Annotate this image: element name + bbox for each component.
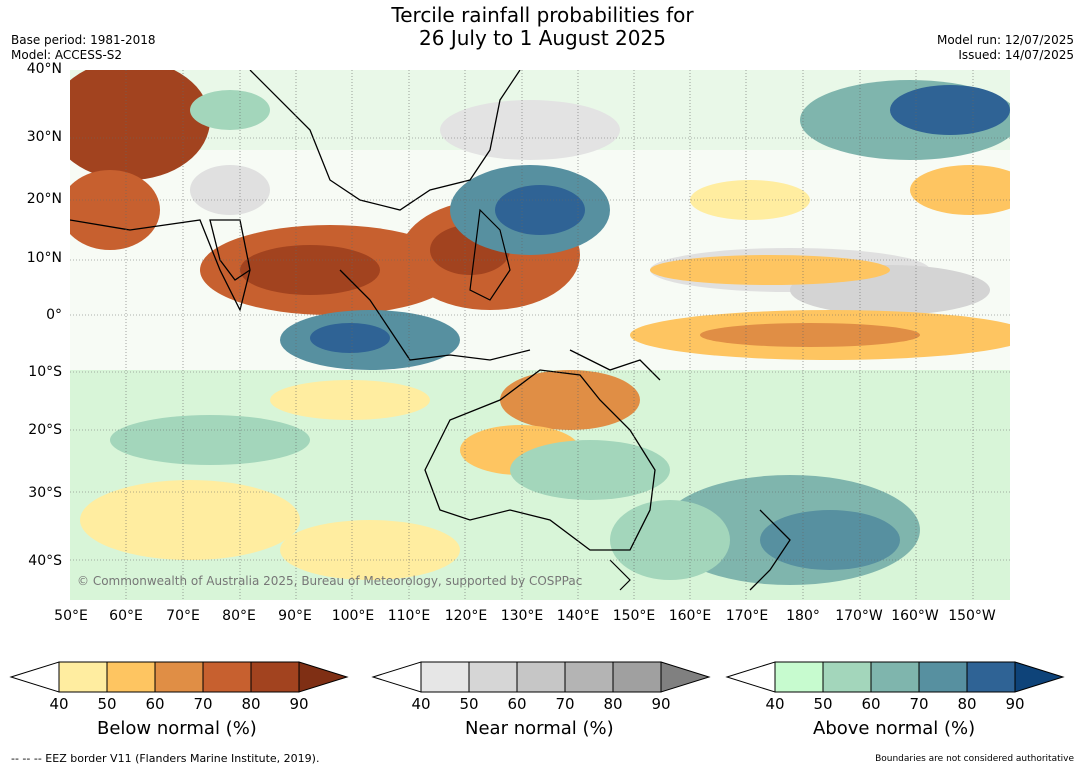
lat-label: 0° — [46, 307, 62, 323]
lon-label: 160°E — [668, 608, 712, 624]
lon-label: 90°E — [278, 608, 312, 624]
above-normal-label: Above normal (%) — [813, 718, 976, 739]
legend-tick: 70 — [193, 695, 213, 713]
legend-tick: 80 — [603, 695, 623, 713]
lon-label: 50°E — [54, 608, 88, 624]
below-normal-colorbar — [9, 661, 349, 693]
lon-label: 70°E — [166, 608, 200, 624]
legend-tick: 60 — [145, 695, 165, 713]
lon-label: 100°E — [331, 608, 375, 624]
base-period: Base period: 1981-2018 — [11, 33, 156, 47]
legend-tick: 50 — [459, 695, 479, 713]
legend-tick: 80 — [957, 695, 977, 713]
meta-left: Base period: 1981-2018 Model: ACCESS-S2 — [11, 33, 156, 63]
lat-label: 10°N — [26, 250, 62, 266]
model-run: Model run: 12/07/2025 — [936, 33, 1074, 47]
legend-tick: 60 — [861, 695, 881, 713]
boundary-disclaimer: Boundaries are not considered authoritat… — [875, 754, 1074, 764]
legend-tick: 40 — [49, 695, 69, 713]
legend-tick: 60 — [507, 695, 527, 713]
legend-tick: 70 — [909, 695, 929, 713]
legend-tick: 90 — [651, 695, 671, 713]
eez-note: -- -- -- EEZ border V11 (Flanders Marine… — [11, 752, 320, 765]
colorbar-legends — [9, 661, 1065, 693]
lon-label: 150°W — [948, 608, 996, 624]
meta-right: Model run: 12/07/2025 Issued: 14/07/2025 — [937, 33, 1074, 63]
legend-tick: 40 — [765, 695, 785, 713]
issued-date: Issued: 14/07/2025 — [958, 48, 1074, 62]
copyright-notice: © Commonwealth of Australia 2025, Bureau… — [77, 574, 583, 588]
lat-label: 40°S — [28, 553, 62, 569]
lon-label: 160°W — [891, 608, 939, 624]
lon-label: 80°E — [222, 608, 256, 624]
lon-label: 110°E — [387, 608, 431, 624]
above-normal-colorbar — [725, 661, 1065, 693]
lon-label: 140°E — [556, 608, 600, 624]
legend-tick: 90 — [289, 695, 309, 713]
legend-tick: 70 — [555, 695, 575, 713]
legend-tick: 90 — [1005, 695, 1025, 713]
legend-tick: 40 — [411, 695, 431, 713]
map-title: Tercile rainfall probabilities for 26 Ju… — [0, 4, 1085, 50]
lon-label: 180° — [786, 608, 820, 624]
title-line-1: Tercile rainfall probabilities for — [391, 3, 694, 27]
near-normal-label: Near normal (%) — [465, 718, 614, 739]
lon-label: 120°E — [444, 608, 488, 624]
lon-label: 170°E — [725, 608, 769, 624]
legend-tick: 50 — [97, 695, 117, 713]
probability-map — [70, 70, 1010, 600]
legend-tick: 80 — [241, 695, 261, 713]
model-name: Model: ACCESS-S2 — [11, 48, 123, 62]
lat-label: 10°S — [28, 364, 62, 380]
lon-label: 60°E — [109, 608, 143, 624]
near-normal-colorbar — [371, 661, 711, 693]
lat-label: 40°N — [26, 61, 62, 77]
legend-tick: 50 — [813, 695, 833, 713]
lat-label: 20°S — [28, 422, 62, 438]
lon-label: 130°E — [500, 608, 544, 624]
lon-label: 150°E — [612, 608, 656, 624]
title-line-2: 26 July to 1 August 2025 — [419, 26, 666, 50]
below-normal-label: Below normal (%) — [97, 718, 257, 739]
lat-label: 20°N — [26, 191, 62, 207]
map-canvas — [70, 70, 1010, 600]
lat-label: 30°S — [28, 485, 62, 501]
lat-label: 30°N — [26, 129, 62, 145]
lon-label: 170°W — [835, 608, 883, 624]
